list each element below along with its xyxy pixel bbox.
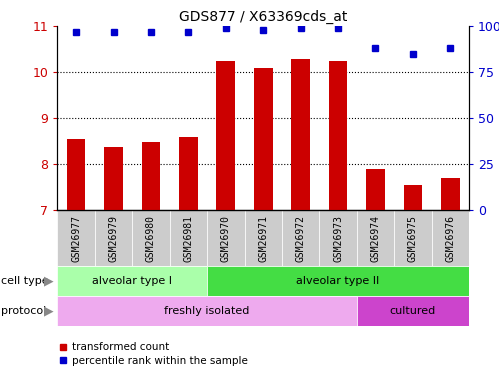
Bar [57,296,357,326]
Text: cell type: cell type [1,276,48,285]
Bar [319,210,357,266]
Text: protocol: protocol [1,306,46,315]
Bar [394,210,432,266]
Text: GSM26980: GSM26980 [146,214,156,261]
Text: GSM26970: GSM26970 [221,214,231,261]
Bar [432,210,469,266]
Legend: transformed count, percentile rank within the sample: transformed count, percentile rank withi… [55,338,252,370]
Text: GSM26973: GSM26973 [333,214,343,261]
Bar [104,147,123,210]
Bar [179,136,198,210]
Text: GSM26979: GSM26979 [108,214,119,261]
Text: alveolar type I: alveolar type I [92,276,172,286]
Bar [245,210,282,266]
Text: GSM26974: GSM26974 [370,214,381,261]
Text: GSM26977: GSM26977 [71,214,81,261]
Bar [217,61,235,210]
Text: GSM26972: GSM26972 [295,214,306,261]
Bar [95,210,132,266]
Bar [132,210,170,266]
Bar [357,210,394,266]
Text: GSM26981: GSM26981 [183,214,194,261]
Text: GSM26971: GSM26971 [258,214,268,261]
Title: GDS877 / X63369cds_at: GDS877 / X63369cds_at [179,10,347,24]
Bar [142,142,160,210]
Bar [404,185,422,210]
Bar [57,210,95,266]
Text: alveolar type II: alveolar type II [296,276,380,286]
Bar [207,266,469,296]
Text: freshly isolated: freshly isolated [164,306,250,316]
Text: GSM26975: GSM26975 [408,214,418,261]
Text: ▶: ▶ [44,274,54,287]
Bar [170,210,207,266]
Bar [254,68,272,210]
Bar [67,139,85,210]
Bar [291,59,310,210]
Bar [282,210,319,266]
Text: GSM26976: GSM26976 [445,214,456,261]
Bar [357,296,469,326]
Bar [57,266,207,296]
Text: ▶: ▶ [44,304,54,317]
Text: cultured: cultured [390,306,436,316]
Bar [366,169,385,210]
Bar [207,210,245,266]
Bar [441,178,460,210]
Bar [329,61,347,210]
